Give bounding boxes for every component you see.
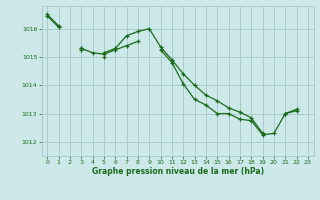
X-axis label: Graphe pression niveau de la mer (hPa): Graphe pression niveau de la mer (hPa) (92, 167, 264, 176)
